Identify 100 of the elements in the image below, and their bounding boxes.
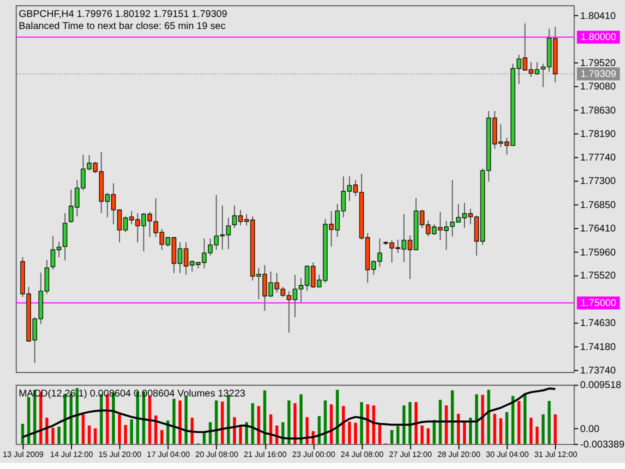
bar bbox=[300, 394, 303, 444]
bar bbox=[342, 406, 345, 444]
x-tick-label: 23 Jul 00:00 bbox=[292, 450, 336, 460]
x-tick-label: 27 Jul 12:00 bbox=[389, 450, 433, 460]
bar bbox=[166, 420, 170, 444]
bar bbox=[336, 390, 339, 444]
y-tick-label: 1.78630 bbox=[580, 105, 616, 116]
bar bbox=[51, 428, 54, 444]
x-tick-label: 28 Jul 20:00 bbox=[437, 450, 481, 460]
y-tick-label: 1.76850 bbox=[580, 200, 616, 212]
y-tick-label: 1.79520 bbox=[580, 58, 616, 70]
ref-line-label: 1.75000 bbox=[580, 298, 617, 309]
y-tick-label: 1.74180 bbox=[580, 342, 616, 353]
bar bbox=[348, 422, 351, 444]
y-tick-label: 1.73740 bbox=[580, 365, 616, 376]
bar bbox=[124, 424, 128, 444]
x-tick-label: 17 Jul 04:00 bbox=[146, 450, 190, 460]
bar bbox=[536, 426, 539, 444]
y-tick-label: 1.77300 bbox=[580, 176, 616, 188]
bar bbox=[202, 432, 206, 444]
bar bbox=[444, 405, 448, 444]
bar bbox=[21, 424, 24, 444]
bar bbox=[390, 430, 394, 444]
y-tick-label: 1.77740 bbox=[580, 152, 616, 164]
bar bbox=[548, 400, 551, 444]
bar bbox=[287, 400, 290, 444]
bar bbox=[214, 400, 218, 444]
x-tick-label: 31 Jul 12:00 bbox=[534, 450, 578, 460]
bar bbox=[493, 414, 496, 444]
ref-line-label: 1.79309 bbox=[580, 68, 617, 80]
y-tick-label: 1.74630 bbox=[580, 318, 616, 329]
bar bbox=[269, 414, 272, 444]
bar bbox=[190, 418, 194, 444]
bar bbox=[330, 404, 333, 444]
bar bbox=[251, 403, 254, 444]
y-tick-label: 1.79080 bbox=[580, 81, 616, 92]
bar bbox=[402, 405, 406, 444]
bar bbox=[57, 426, 60, 444]
y-tick-label: 1.75520 bbox=[580, 270, 616, 282]
bar bbox=[232, 417, 236, 444]
bar bbox=[511, 396, 514, 444]
bar bbox=[178, 400, 182, 444]
x-tick-label: 14 Jul 12:00 bbox=[50, 450, 94, 460]
bar bbox=[318, 416, 321, 444]
y2-tick-label: 0.009518 bbox=[580, 380, 622, 392]
bar bbox=[257, 406, 260, 444]
annotation: Balanced Time to next bar close: 65 min 19 sec bbox=[18, 20, 226, 32]
x-tick-label: 15 Jul 20:00 bbox=[98, 450, 142, 460]
bar bbox=[487, 390, 490, 444]
bar bbox=[372, 405, 376, 444]
bar bbox=[45, 418, 48, 444]
bar bbox=[505, 412, 508, 444]
x-tick-label: 13 Jul 2009 bbox=[2, 450, 44, 460]
y-tick-label: 1.78190 bbox=[580, 128, 616, 140]
bar bbox=[118, 414, 121, 444]
bar bbox=[462, 421, 466, 444]
y-tick-label: 1.80410 bbox=[580, 10, 616, 22]
bar bbox=[426, 428, 430, 444]
bar bbox=[160, 430, 164, 444]
bar bbox=[414, 402, 418, 444]
line-series bbox=[22, 388, 556, 440]
bar bbox=[184, 396, 188, 444]
x-tick-label: 20 Jul 08:00 bbox=[195, 450, 239, 460]
chart-title: GBPCHF,H4 1.79976 1.80192 1.79151 1.79309 bbox=[18, 9, 228, 20]
bar bbox=[456, 414, 460, 444]
bar bbox=[220, 402, 224, 444]
x-tick-label: 24 Jul 08:00 bbox=[340, 450, 384, 460]
y2-tick-label: 0.00 bbox=[580, 424, 600, 435]
bar bbox=[524, 394, 526, 444]
y2-tick-label: -0.003389 bbox=[580, 439, 625, 450]
bar bbox=[27, 397, 30, 444]
x-tick-label: 30 Jul 04:00 bbox=[486, 450, 530, 460]
bar bbox=[517, 400, 520, 444]
bar bbox=[396, 426, 400, 444]
bar bbox=[432, 420, 436, 444]
bar bbox=[82, 414, 85, 444]
bar bbox=[366, 404, 370, 444]
bar bbox=[245, 422, 248, 444]
bar bbox=[499, 418, 502, 444]
bar bbox=[281, 422, 284, 444]
ref-line-label: 1.80000 bbox=[580, 32, 617, 44]
x-tick-label: 21 Jul 16:00 bbox=[244, 450, 288, 460]
bar bbox=[130, 419, 134, 444]
bar bbox=[88, 426, 91, 444]
bar bbox=[450, 390, 454, 444]
y-tick-label: 1.75960 bbox=[580, 247, 616, 258]
bar bbox=[475, 394, 478, 444]
bar bbox=[306, 417, 309, 444]
bar bbox=[420, 426, 424, 444]
bar bbox=[226, 395, 230, 444]
bar bbox=[239, 426, 242, 444]
bar bbox=[530, 418, 533, 444]
bar bbox=[172, 398, 176, 444]
bar bbox=[469, 418, 472, 444]
bar bbox=[294, 403, 296, 444]
bar bbox=[481, 394, 484, 444]
bar bbox=[542, 414, 545, 444]
bar bbox=[360, 402, 364, 444]
bar bbox=[408, 402, 412, 444]
bar bbox=[354, 422, 357, 444]
